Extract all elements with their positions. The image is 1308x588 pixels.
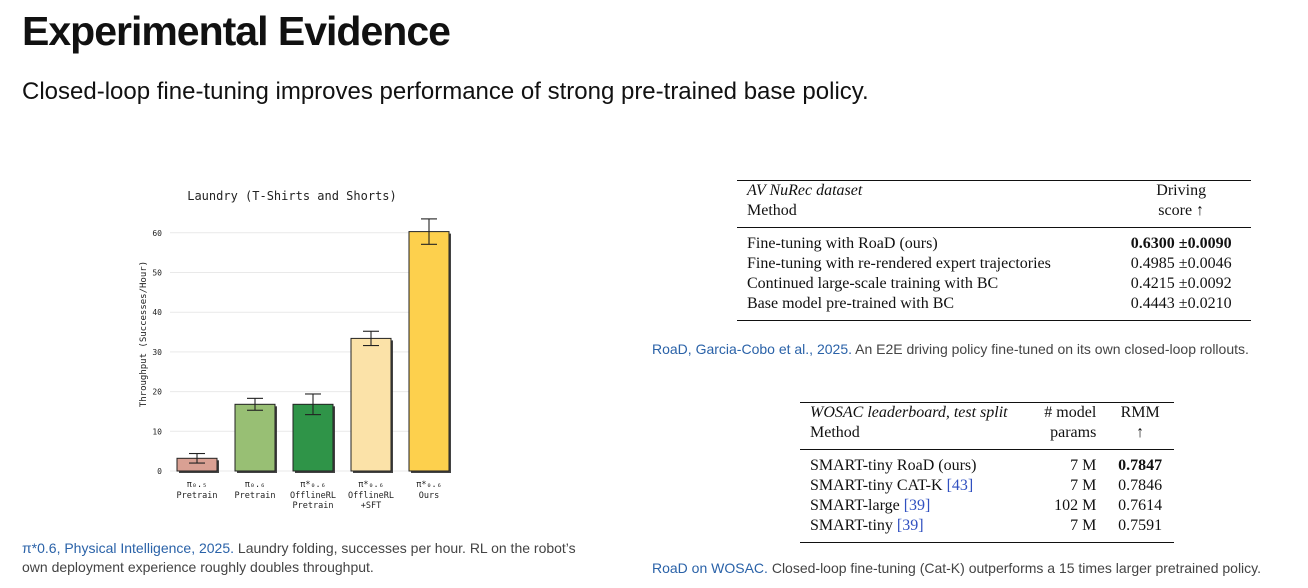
x-tick-symbol: π*₀.₆ bbox=[358, 480, 384, 490]
table-row: SMART-large [39] 102 M 0.7614 bbox=[800, 496, 1174, 516]
av-nurec-table: AV NuRec dataset Driving Method score ↑ … bbox=[737, 180, 1251, 321]
wosac-table: WOSAC leaderboard, test split # model RM… bbox=[800, 402, 1174, 543]
table-row: SMART-tiny [39] 7 M 0.7591 bbox=[800, 516, 1174, 543]
x-tick-label: OfflineRL bbox=[290, 491, 336, 501]
y-tick-label: 30 bbox=[152, 348, 162, 357]
t2-params-header-1: # model bbox=[1044, 404, 1097, 421]
y-tick-label: 0 bbox=[157, 467, 162, 476]
t2-rmm-cell: 0.7591 bbox=[1118, 517, 1163, 534]
x-tick-label: +SFT bbox=[361, 501, 381, 511]
t2-params-cell: 7 M bbox=[1070, 477, 1097, 494]
y-tick-label: 50 bbox=[152, 269, 162, 278]
t2-params-header-2: params bbox=[1030, 423, 1107, 450]
t1-method-cell: Base model pre-trained with BC bbox=[747, 295, 955, 312]
t2-method-cell: SMART-tiny [39] bbox=[810, 517, 924, 534]
t1-score-header-2: score ↑ bbox=[1111, 201, 1251, 228]
x-tick-label: Ours bbox=[419, 491, 439, 501]
chart-caption-text: Laundry folding, successes per hour. RL … bbox=[22, 540, 576, 575]
y-tick-label: 40 bbox=[152, 308, 162, 317]
table1-caption: RoaD, Garcia-Cobo et al., 2025. An E2E d… bbox=[652, 340, 1249, 359]
y-tick-label: 60 bbox=[152, 229, 162, 238]
x-tick-symbol: π*₀.₆ bbox=[416, 480, 442, 490]
t2-rmm-cell: 0.7614 bbox=[1118, 497, 1163, 514]
t1-method-cell: Fine-tuning with re-rendered expert traj… bbox=[747, 255, 1051, 272]
t1-score-cell: 0.4985 ±0.0046 bbox=[1130, 255, 1232, 272]
t2-params-cell: 102 M bbox=[1054, 497, 1097, 514]
x-tick-label: OfflineRL bbox=[348, 491, 394, 501]
x-tick-symbol: π₀.₆ bbox=[245, 480, 265, 490]
t2-method-header: Method bbox=[800, 423, 1031, 450]
citation-link[interactable]: [43] bbox=[946, 477, 974, 494]
t1-score-cell: 0.6300 ±0.0090 bbox=[1130, 235, 1232, 252]
t1-dataset-label: AV NuRec dataset bbox=[747, 182, 863, 199]
t2-dataset-label: WOSAC leaderboard, test split bbox=[810, 404, 1008, 421]
slide-title: Experimental Evidence bbox=[22, 8, 451, 54]
chart-title: Laundry (T-Shirts and Shorts) bbox=[187, 189, 397, 203]
y-axis-label: Throughput (Successes/Hour) bbox=[139, 261, 149, 407]
y-tick-label: 20 bbox=[152, 388, 162, 397]
citation-link[interactable]: [39] bbox=[896, 517, 924, 534]
t2-rmm-header-1: RMM bbox=[1120, 404, 1160, 421]
bar bbox=[292, 403, 334, 472]
table-row: Fine-tuning with re-rendered expert traj… bbox=[737, 254, 1251, 274]
t1-method-header: Method bbox=[737, 201, 1112, 228]
x-tick-label: Pretrain bbox=[177, 491, 218, 501]
x-tick-label: Pretrain bbox=[235, 491, 276, 501]
x-tick-symbol: π*₀.₆ bbox=[300, 480, 326, 490]
t2-method-cell: SMART-tiny RoaD (ours) bbox=[810, 457, 977, 474]
table1-source-link[interactable]: RoaD, Garcia-Cobo et al., 2025. bbox=[652, 341, 852, 357]
table-row: Base model pre-trained with BC 0.4443 ±0… bbox=[737, 294, 1251, 321]
t2-params-cell: 7 M bbox=[1070, 517, 1097, 534]
table1-caption-text: An E2E driving policy fine-tuned on its … bbox=[852, 341, 1249, 357]
slide-subtitle: Closed-loop fine-tuning improves perform… bbox=[22, 78, 869, 105]
x-tick-label: Pretrain bbox=[293, 501, 334, 511]
laundry-bar-chart: Laundry (T-Shirts and Shorts) 0 10 20 30 40 50… bbox=[139, 189, 451, 511]
table-row: SMART-tiny CAT-K [43] 7 M 0.7846 bbox=[800, 476, 1174, 496]
bar bbox=[350, 337, 392, 472]
table-row: SMART-tiny RoaD (ours) 7 M 0.7847 bbox=[800, 450, 1174, 477]
t2-params-cell: 7 M bbox=[1070, 457, 1097, 474]
citation-link[interactable]: [39] bbox=[903, 497, 931, 514]
chart-source-link[interactable]: π*0.6, Physical Intelligence, 2025. bbox=[22, 540, 235, 556]
bar bbox=[234, 403, 276, 472]
table2-caption: RoaD on WOSAC. Closed-loop fine-tuning (… bbox=[652, 559, 1261, 578]
t1-score-cell: 0.4443 ±0.0210 bbox=[1130, 295, 1232, 312]
t1-method-cell: Fine-tuning with RoaD (ours) bbox=[747, 235, 938, 252]
table-row: Continued large-scale training with BC 0… bbox=[737, 274, 1251, 294]
table-row: Fine-tuning with RoaD (ours) 0.6300 ±0.0… bbox=[737, 228, 1251, 255]
t1-score-cell: 0.4215 ±0.0092 bbox=[1130, 275, 1232, 292]
bar bbox=[408, 231, 450, 472]
t2-rmm-cell: 0.7846 bbox=[1118, 477, 1163, 494]
y-tick-label: 10 bbox=[152, 427, 162, 436]
t2-method-cell: SMART-tiny CAT-K [43] bbox=[810, 477, 974, 494]
t2-method-cell: SMART-large [39] bbox=[810, 497, 931, 514]
table2-caption-text: Closed-loop fine-tuning (Cat-K) outperfo… bbox=[767, 560, 1262, 576]
table2-source-link[interactable]: RoaD on WOSAC. bbox=[652, 560, 768, 576]
x-tick-symbol: π₀.₅ bbox=[187, 480, 207, 490]
chart-caption: π*0.6, Physical Intelligence, 2025. Laun… bbox=[22, 539, 582, 577]
t2-rmm-cell: 0.7847 bbox=[1118, 457, 1163, 474]
t1-score-header-1: Driving bbox=[1156, 182, 1207, 199]
t1-method-cell: Continued large-scale training with BC bbox=[747, 275, 999, 292]
t2-rmm-header-2: ↑ bbox=[1106, 423, 1174, 450]
